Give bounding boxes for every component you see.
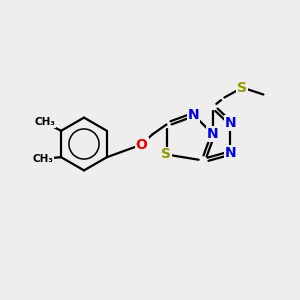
Text: N: N [225,146,236,160]
Text: N: N [188,108,199,122]
Text: S: S [161,148,172,161]
Text: N: N [207,128,219,141]
Text: N: N [225,116,236,130]
Text: CH₃: CH₃ [32,154,53,164]
Text: S: S [237,81,248,94]
Text: CH₃: CH₃ [34,117,55,128]
Text: O: O [136,138,148,152]
